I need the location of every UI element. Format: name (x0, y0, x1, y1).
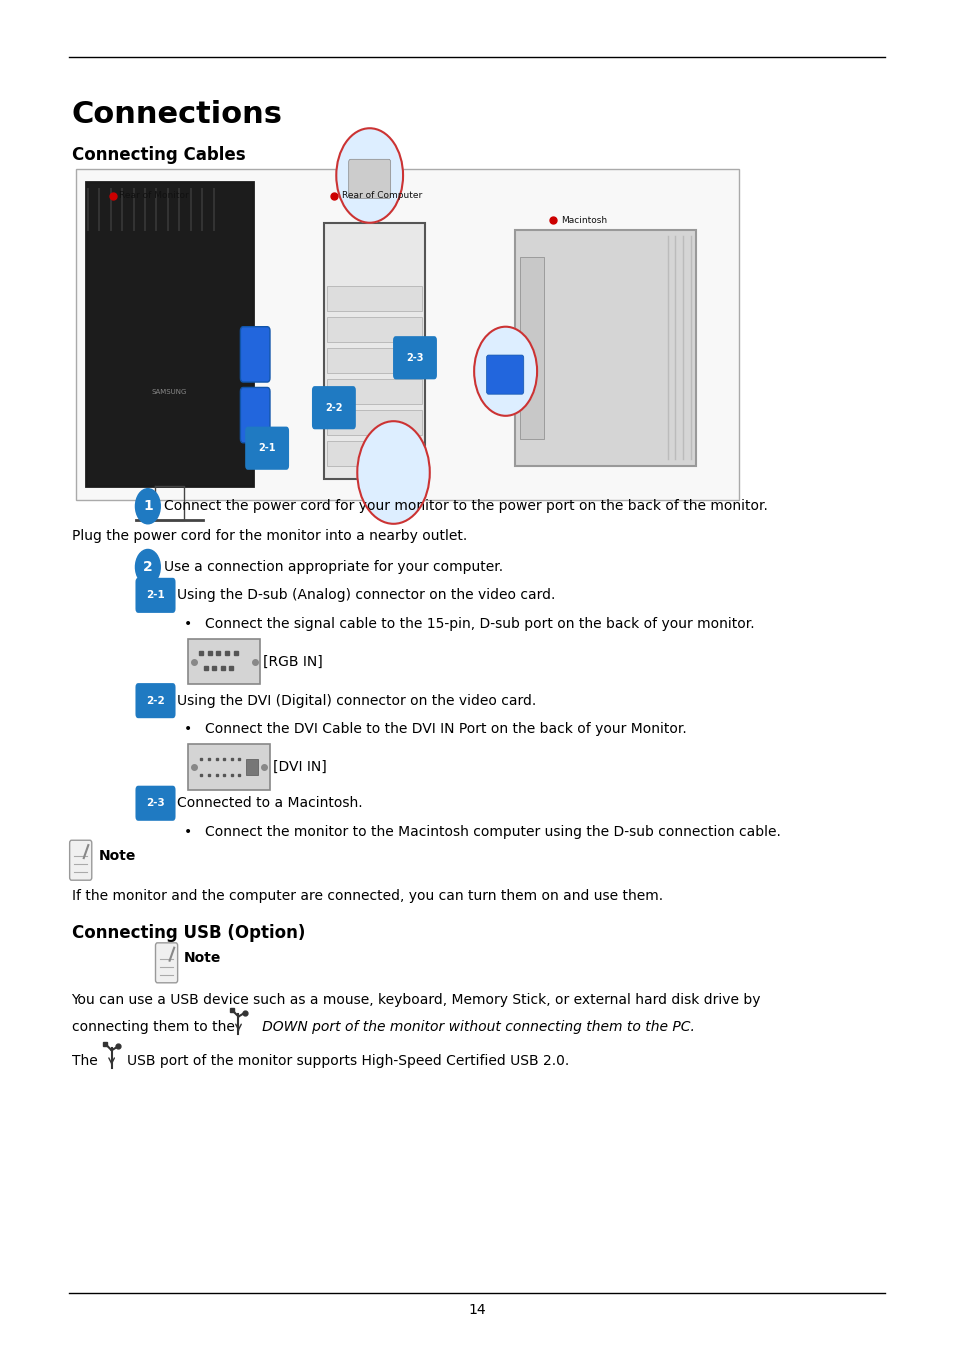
Text: Using the D-sub (Analog) connector on the video card.: Using the D-sub (Analog) connector on th… (177, 589, 556, 602)
Text: Connect the DVI Cable to the DVI IN Port on the back of your Monitor.: Connect the DVI Cable to the DVI IN Port… (205, 722, 686, 736)
Text: The: The (71, 1054, 97, 1068)
FancyBboxPatch shape (393, 336, 436, 379)
FancyBboxPatch shape (240, 327, 270, 382)
Text: If the monitor and the computer are connected, you can turn them on and use them: If the monitor and the computer are conn… (71, 890, 662, 903)
Text: 2-2: 2-2 (325, 402, 342, 413)
FancyBboxPatch shape (327, 317, 421, 342)
Text: [RGB IN]: [RGB IN] (263, 655, 323, 668)
FancyBboxPatch shape (240, 387, 270, 443)
Text: connecting them to the: connecting them to the (71, 1021, 234, 1034)
Text: Note: Note (184, 952, 221, 965)
Text: DOWN port of the monitor without connecting them to the PC.: DOWN port of the monitor without connect… (254, 1021, 694, 1034)
FancyBboxPatch shape (519, 256, 543, 439)
Circle shape (135, 489, 160, 524)
Circle shape (474, 327, 537, 416)
FancyBboxPatch shape (327, 441, 421, 466)
Text: Using the DVI (Digital) connector on the video card.: Using the DVI (Digital) connector on the… (177, 694, 537, 707)
Text: Connecting Cables: Connecting Cables (71, 146, 245, 165)
FancyBboxPatch shape (76, 169, 739, 500)
Text: USB port of the monitor supports High-Speed Certified USB 2.0.: USB port of the monitor supports High-Sp… (127, 1054, 569, 1068)
Text: Connected to a Macintosh.: Connected to a Macintosh. (177, 796, 363, 810)
Text: Plug the power cord for the monitor into a nearby outlet.: Plug the power cord for the monitor into… (71, 529, 466, 543)
Text: 2-3: 2-3 (146, 798, 165, 809)
FancyBboxPatch shape (348, 159, 390, 198)
Text: 2-3: 2-3 (406, 352, 423, 363)
Text: Connections: Connections (71, 100, 282, 130)
FancyBboxPatch shape (327, 410, 421, 435)
FancyBboxPatch shape (245, 427, 289, 470)
FancyBboxPatch shape (86, 182, 253, 486)
Text: Connecting USB (Option): Connecting USB (Option) (71, 923, 305, 942)
Text: Rear of Monitor: Rear of Monitor (119, 192, 189, 200)
Text: 2: 2 (143, 560, 152, 574)
Text: You can use a USB device such as a mouse, keyboard, Memory Stick, or external ha: You can use a USB device such as a mouse… (71, 994, 760, 1007)
FancyBboxPatch shape (486, 355, 523, 394)
Text: Use a connection appropriate for your computer.: Use a connection appropriate for your co… (164, 560, 502, 574)
FancyBboxPatch shape (155, 942, 177, 983)
FancyBboxPatch shape (327, 379, 421, 404)
FancyBboxPatch shape (515, 230, 696, 466)
Circle shape (356, 421, 429, 524)
FancyBboxPatch shape (327, 348, 421, 373)
Text: Rear of Computer: Rear of Computer (341, 192, 421, 200)
FancyBboxPatch shape (188, 639, 260, 684)
Text: Connect the power cord for your monitor to the power port on the back of the mon: Connect the power cord for your monitor … (164, 500, 767, 513)
Circle shape (335, 128, 402, 223)
FancyBboxPatch shape (135, 786, 175, 821)
Text: 1: 1 (143, 500, 152, 513)
Text: •: • (184, 722, 193, 736)
Text: Connect the monitor to the Macintosh computer using the D-sub connection cable.: Connect the monitor to the Macintosh com… (205, 825, 781, 838)
Text: 14: 14 (468, 1303, 485, 1316)
Text: Macintosh: Macintosh (560, 216, 606, 224)
Text: [DVI IN]: [DVI IN] (273, 760, 326, 774)
Text: •: • (184, 617, 193, 630)
Text: 2-1: 2-1 (258, 443, 275, 454)
Text: 2-2: 2-2 (146, 695, 165, 706)
Text: 2-1: 2-1 (146, 590, 165, 601)
FancyBboxPatch shape (188, 744, 270, 790)
FancyBboxPatch shape (70, 840, 91, 880)
FancyBboxPatch shape (327, 286, 421, 310)
Text: Connect the signal cable to the 15-pin, D-sub port on the back of your monitor.: Connect the signal cable to the 15-pin, … (205, 617, 754, 630)
Text: •: • (184, 825, 193, 838)
FancyBboxPatch shape (312, 386, 355, 429)
FancyBboxPatch shape (135, 683, 175, 718)
Text: SAMSUNG: SAMSUNG (152, 389, 187, 394)
FancyBboxPatch shape (246, 759, 257, 775)
FancyBboxPatch shape (135, 578, 175, 613)
Text: Note: Note (98, 849, 135, 863)
Circle shape (135, 549, 160, 585)
FancyBboxPatch shape (324, 223, 424, 479)
